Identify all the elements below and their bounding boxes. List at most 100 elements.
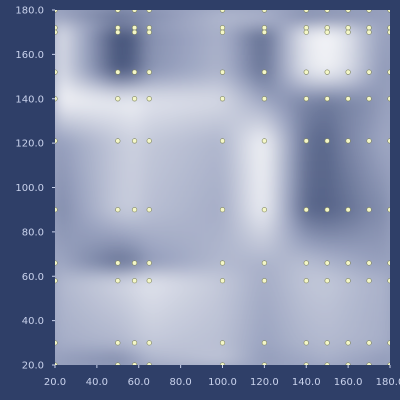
heatmap-cell — [222, 98, 232, 109]
heatmap-cell — [104, 222, 115, 233]
heatmap-cell — [62, 195, 73, 206]
heatmap-cell — [79, 346, 89, 357]
heatmap-cell — [138, 329, 148, 339]
heatmap-cell — [297, 142, 307, 153]
heatmap-cell — [138, 178, 148, 188]
heatmap-cell — [280, 240, 290, 251]
heatmap-cell — [104, 142, 115, 153]
heatmap-cell — [188, 222, 198, 233]
heatmap-cell — [238, 133, 249, 144]
heatmap-cell — [356, 258, 366, 268]
heatmap-cell — [230, 116, 240, 126]
heatmap-cell — [339, 98, 349, 109]
heatmap-cell — [247, 116, 257, 126]
heatmap-cell — [71, 169, 81, 180]
heatmap-cell — [247, 195, 257, 206]
heatmap-cell — [247, 18, 257, 29]
heatmap-cell — [364, 195, 374, 206]
heatmap-cell — [381, 284, 390, 295]
heatmap-cell — [238, 107, 249, 117]
heatmap-cell — [356, 160, 366, 171]
heatmap-cell — [381, 204, 390, 215]
heatmap-cell — [55, 231, 64, 242]
heatmap-cell — [314, 71, 324, 82]
heatmap-cell — [339, 10, 349, 20]
heatmap-cell — [188, 45, 198, 55]
heatmap-cell — [62, 320, 73, 330]
heatmap-cell — [71, 53, 81, 64]
heatmap-cell — [314, 142, 324, 153]
heatmap-cell — [381, 266, 390, 277]
heatmap-cell — [171, 258, 182, 268]
sample-point — [366, 340, 372, 346]
heatmap-cell — [238, 346, 249, 357]
heatmap-cell — [263, 107, 274, 117]
heatmap-cell — [55, 45, 64, 55]
heatmap-cell — [196, 160, 207, 171]
heatmap-cell — [88, 258, 98, 268]
heatmap-cell — [55, 98, 64, 109]
heatmap-cell — [62, 169, 73, 180]
heatmap-cell — [263, 258, 274, 268]
heatmap-cell — [330, 213, 341, 224]
heatmap-cell — [71, 116, 81, 126]
heatmap-cell — [289, 178, 299, 188]
heatmap-cell — [104, 27, 115, 38]
heatmap-cell — [356, 89, 366, 100]
heatmap-cell — [347, 240, 357, 251]
heatmap-cell — [163, 27, 173, 38]
heatmap-cell — [322, 195, 332, 206]
heatmap-cell — [55, 133, 64, 144]
heatmap-cell — [230, 169, 240, 180]
heatmap-cell — [381, 231, 390, 242]
heatmap-cell — [364, 187, 374, 197]
heatmap-cell — [347, 320, 357, 330]
heatmap-cell — [381, 320, 390, 330]
heatmap-cell — [71, 71, 81, 82]
heatmap-cell — [272, 169, 282, 180]
heatmap-cell — [330, 320, 341, 330]
sample-point — [219, 138, 226, 144]
heatmap-cell — [213, 98, 223, 109]
heatmap-cell — [314, 213, 324, 224]
heatmap-cell — [356, 320, 366, 330]
heatmap-cell — [238, 337, 249, 348]
heatmap-cell — [113, 116, 123, 126]
heatmap-cell — [129, 116, 140, 126]
heatmap-cell — [213, 320, 223, 330]
heatmap-cell — [205, 98, 215, 109]
heatmap-cell — [129, 169, 140, 180]
y-tick-label: 40.0 — [22, 316, 44, 327]
heatmap-cell — [339, 302, 349, 313]
heatmap-cell — [230, 302, 240, 313]
heatmap-cell — [314, 62, 324, 73]
heatmap-cell — [113, 142, 123, 153]
heatmap-cell — [247, 311, 257, 322]
heatmap-cell — [113, 249, 123, 259]
heatmap-cell — [55, 240, 64, 251]
heatmap-cell — [88, 302, 98, 313]
heatmap-cell — [205, 266, 215, 277]
heatmap-cell — [297, 355, 307, 365]
heatmap-cell — [155, 178, 165, 188]
heatmap-cell — [263, 240, 274, 251]
heatmap-cell — [55, 195, 64, 206]
heatmap-cell — [96, 231, 106, 242]
heatmap-cell — [188, 36, 198, 46]
heatmap-cell — [213, 62, 223, 73]
heatmap-cell — [71, 302, 81, 313]
heatmap-cell — [255, 142, 265, 153]
heatmap-cell — [79, 266, 89, 277]
heatmap-cell — [339, 27, 349, 38]
heatmap-cell — [79, 311, 89, 322]
heatmap-cell — [155, 275, 165, 286]
heatmap-field — [55, 10, 390, 365]
heatmap-cell — [255, 62, 265, 73]
heatmap-cell — [188, 346, 198, 357]
heatmap-cell — [272, 36, 282, 46]
heatmap-cell — [113, 98, 123, 109]
heatmap-cell — [289, 231, 299, 242]
heatmap-cell — [314, 124, 324, 135]
heatmap-cell — [289, 258, 299, 268]
heatmap-cell — [222, 293, 232, 304]
